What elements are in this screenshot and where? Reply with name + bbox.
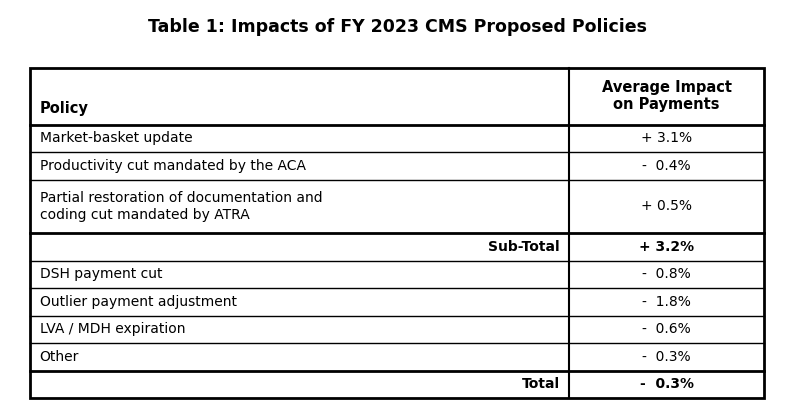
- Text: Productivity cut mandated by the ACA: Productivity cut mandated by the ACA: [40, 159, 306, 173]
- Text: Average Impact
on Payments: Average Impact on Payments: [602, 80, 732, 112]
- Text: + 0.5%: + 0.5%: [642, 199, 692, 213]
- Text: Outlier payment adjustment: Outlier payment adjustment: [40, 295, 237, 309]
- Text: Sub-Total: Sub-Total: [488, 240, 560, 254]
- Text: -  0.8%: - 0.8%: [642, 267, 691, 281]
- Text: -  0.6%: - 0.6%: [642, 322, 691, 336]
- Text: DSH payment cut: DSH payment cut: [40, 267, 162, 281]
- Text: + 3.2%: + 3.2%: [639, 240, 694, 254]
- Text: -  0.4%: - 0.4%: [642, 159, 691, 173]
- Text: -  0.3%: - 0.3%: [640, 377, 694, 391]
- Text: -  0.3%: - 0.3%: [642, 350, 691, 364]
- Text: Market-basket update: Market-basket update: [40, 131, 192, 145]
- Text: LVA / MDH expiration: LVA / MDH expiration: [40, 322, 185, 336]
- Text: + 3.1%: + 3.1%: [642, 131, 692, 145]
- Text: Total: Total: [522, 377, 560, 391]
- Text: Partial restoration of documentation and
coding cut mandated by ATRA: Partial restoration of documentation and…: [40, 191, 322, 222]
- Text: Other: Other: [40, 350, 79, 364]
- Text: -  1.8%: - 1.8%: [642, 295, 692, 309]
- Text: Table 1: Impacts of FY 2023 CMS Proposed Policies: Table 1: Impacts of FY 2023 CMS Proposed…: [148, 18, 646, 36]
- Text: Policy: Policy: [40, 101, 88, 116]
